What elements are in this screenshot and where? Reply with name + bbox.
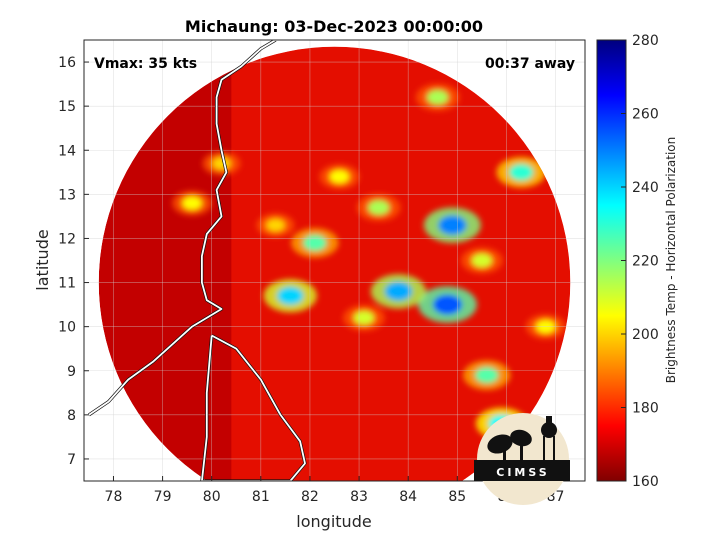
swath-feature <box>329 169 350 184</box>
swath-feature <box>367 200 390 216</box>
swath-feature <box>426 89 449 105</box>
y-tick-label: 11 <box>58 276 76 292</box>
swath-feature <box>471 253 493 268</box>
swath-feature <box>432 294 463 315</box>
swath-feature <box>182 196 202 210</box>
x-tick-label: 79 <box>154 489 172 505</box>
y-tick-label: 15 <box>58 99 76 115</box>
swath-image <box>98 46 571 481</box>
colorbar-tick-label: 220 <box>632 254 659 270</box>
coastline <box>88 40 307 481</box>
x-tick-label: 81 <box>252 489 270 505</box>
india-coastline <box>88 40 277 416</box>
grid <box>84 40 585 481</box>
swath-feature <box>508 163 534 181</box>
x-axis-ticks: 78798081828384858687 <box>105 476 564 505</box>
y-axis-label: latitude <box>33 229 52 290</box>
chart-title: Michaung: 03-Dec-2023 00:00:00 <box>185 17 483 36</box>
colorbar-tick-label: 280 <box>632 33 659 49</box>
time-offset-label: 00:37 away <box>485 56 575 72</box>
swath-feature <box>384 281 413 301</box>
colorbar-tick-label: 180 <box>632 401 659 417</box>
x-tick-label: 83 <box>350 489 368 505</box>
y-axis-ticks: 7 8 9 10 11 12 13 14 15 16 <box>58 55 89 468</box>
colorbar-tick-label: 200 <box>632 327 659 343</box>
logo-water-tower <box>541 422 557 438</box>
cimss-logo: CIMSS <box>474 413 570 505</box>
y-tick-label: 16 <box>58 55 76 71</box>
swath-feature <box>474 367 499 384</box>
logo-dish-left <box>487 434 513 454</box>
y-tick-label: 12 <box>58 231 76 247</box>
swath-feature <box>212 156 231 170</box>
y-tick-label: 10 <box>58 320 76 336</box>
sri-lanka-coastline <box>201 334 306 481</box>
y-tick-label: 9 <box>67 364 76 380</box>
swath-feature <box>303 234 327 251</box>
y-tick-label: 14 <box>58 143 76 159</box>
colorbar-ticks: 160 180 200 220 240 260 280 <box>621 33 659 490</box>
y-tick-label: 7 <box>67 452 76 468</box>
x-tick-label: 78 <box>105 489 123 505</box>
x-tick-label: 80 <box>203 489 221 505</box>
swath-feature <box>353 310 375 325</box>
y-tick-label: 8 <box>67 408 76 424</box>
y-tick-label: 13 <box>58 187 76 203</box>
swath-feature <box>438 215 467 236</box>
x-tick-label: 84 <box>399 489 417 505</box>
colorbar-tick-label: 240 <box>632 180 659 196</box>
x-axis-label: longitude <box>296 512 371 531</box>
colorbar-label: Brightness Temp - Horizontal Polarizatio… <box>664 137 678 384</box>
vmax-label: Vmax: 35 kts <box>94 56 197 72</box>
swath-feature <box>277 286 304 305</box>
plot-frame <box>83 39 586 482</box>
swath-feature <box>266 218 285 232</box>
colorbar-tick-label: 260 <box>632 107 659 123</box>
logo-band <box>474 460 570 481</box>
colorbar-tick-label: 160 <box>632 474 659 490</box>
x-tick-label: 82 <box>301 489 319 505</box>
logo-text: CIMSS <box>496 466 549 479</box>
x-tick-label: 85 <box>448 489 466 505</box>
colorbar: 160 180 200 220 240 260 280 Brightness Temp - … <box>596 33 678 490</box>
logo-dish-right <box>510 429 532 447</box>
